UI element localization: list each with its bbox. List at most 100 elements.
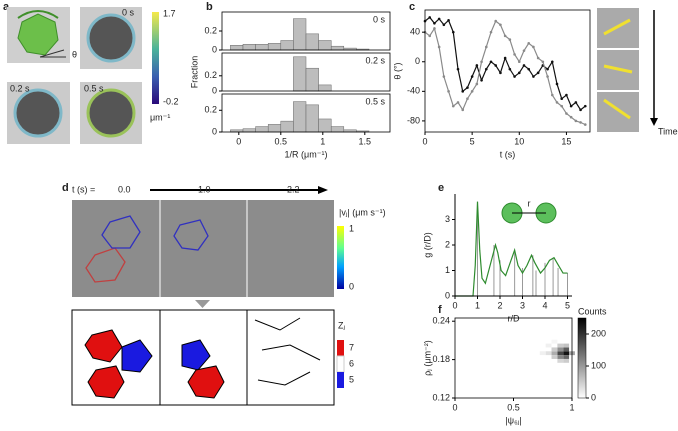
point <box>579 108 582 112</box>
x-tick-label: 0 <box>452 300 457 310</box>
colorbar-label: |vⱼ| (μm s⁻¹) <box>339 207 386 217</box>
point <box>532 75 535 78</box>
colorbar-tick: -0.2 <box>163 96 179 106</box>
heat-cell <box>551 351 558 356</box>
heat-cell <box>557 347 564 352</box>
x-tick-label: 5 <box>470 136 475 146</box>
bar <box>318 84 332 92</box>
point <box>565 112 568 115</box>
colorbar-tick: 7 <box>349 342 354 352</box>
y-tick-label: -80 <box>407 115 420 125</box>
point <box>522 64 526 67</box>
bar <box>280 120 294 133</box>
colorbar-tick: 6 <box>349 358 354 368</box>
panel-e-inset <box>501 202 557 224</box>
point <box>527 41 531 45</box>
point <box>522 49 526 52</box>
panel-c-images <box>597 8 658 132</box>
point <box>494 64 498 67</box>
time-label: 0.0 <box>118 184 131 194</box>
point <box>437 45 441 49</box>
point <box>484 67 488 71</box>
heat-cell <box>557 358 564 363</box>
time-prefix: t (s) = <box>72 184 95 194</box>
bar <box>255 126 269 133</box>
bar <box>330 126 345 133</box>
annotation: 0 s <box>373 14 386 24</box>
point <box>517 71 521 75</box>
point <box>546 75 549 78</box>
x-tick-label: 1.5 <box>359 136 372 146</box>
x-tick-label: 4 <box>542 300 547 310</box>
point <box>499 23 502 27</box>
x-tick-label: 3 <box>520 300 525 310</box>
point <box>475 64 479 67</box>
y-tick-label: 0.2 <box>204 70 217 80</box>
heat-cell <box>563 351 570 356</box>
time-label: 2.2 <box>287 184 300 194</box>
x-tick-label: 0.5 <box>507 402 520 412</box>
point <box>484 45 488 49</box>
x-tick-label: 5 <box>565 300 570 310</box>
y-tick-label: 1 <box>445 265 450 275</box>
panel-label: f <box>438 304 442 316</box>
y-tick-label: 0.18 <box>432 354 450 364</box>
heat-cell <box>563 347 570 352</box>
bar <box>318 118 332 133</box>
point <box>489 30 493 34</box>
colorbar-label: Counts <box>578 306 607 316</box>
plot-frame <box>424 9 591 133</box>
bar <box>242 128 256 133</box>
point <box>451 104 455 108</box>
y-axis-label: g (r/D) <box>422 232 432 258</box>
point <box>503 34 507 38</box>
colorbar-tick: 1.7 <box>163 8 176 18</box>
bar <box>280 40 294 51</box>
plot-frame <box>221 93 391 133</box>
panel-label: c <box>409 1 415 13</box>
point <box>428 34 432 38</box>
y-axis-label: Fraction <box>189 56 199 89</box>
y-tick-label: 0.2 <box>204 105 217 115</box>
x-tick-label: 0.5 <box>275 136 288 146</box>
inset-label: r <box>528 198 531 208</box>
point <box>503 56 507 60</box>
x-tick-label: 0 <box>236 136 241 146</box>
point <box>437 17 441 21</box>
heat-cell <box>557 343 564 348</box>
y-tick-label: 0 <box>415 56 420 66</box>
y-tick-label: 0 <box>212 44 217 54</box>
bar <box>293 101 307 133</box>
x-tick-label: 2 <box>497 300 502 310</box>
point <box>447 19 450 22</box>
heat-cell <box>563 343 570 348</box>
point <box>456 101 460 104</box>
point <box>513 75 516 78</box>
point <box>565 93 568 97</box>
point <box>451 30 455 34</box>
point <box>461 108 465 112</box>
point <box>447 90 450 93</box>
time-label: 0.5 s <box>84 83 104 93</box>
y-tick-label: 0 <box>445 290 450 300</box>
point <box>560 97 564 101</box>
point <box>536 71 540 75</box>
bar <box>255 44 269 51</box>
point <box>536 56 540 60</box>
panel-label: d <box>62 182 69 194</box>
point <box>560 104 564 108</box>
heat-cell <box>551 347 558 352</box>
point <box>442 23 446 27</box>
point <box>550 60 554 64</box>
time-label: 0.2 s <box>10 83 30 93</box>
bar <box>318 40 332 51</box>
point <box>508 38 512 41</box>
plot-frame <box>221 52 391 92</box>
y-tick-label: 0.24 <box>432 316 450 326</box>
bar <box>267 43 282 51</box>
time-label: 0 s <box>122 7 135 17</box>
point <box>466 97 469 101</box>
y-tick-label: 3 <box>445 214 450 224</box>
y-tick-label: 0.12 <box>432 392 450 402</box>
